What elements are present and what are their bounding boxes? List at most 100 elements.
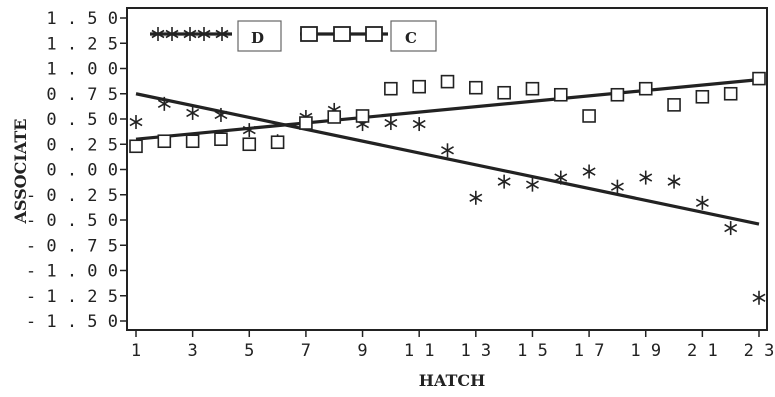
data-point-d [129, 115, 143, 130]
y-tick-label: 1 . 0 0 [46, 60, 118, 80]
trend-line-d [135, 92, 760, 226]
x-tick-label: 5 [244, 341, 254, 361]
data-point-d [214, 107, 228, 122]
x-tick-label: 1 7 [574, 341, 605, 361]
legend-label-box-d [237, 20, 282, 52]
legend-label-d: D [251, 29, 264, 47]
legend-marker-c [333, 26, 351, 42]
x-axis-title: HATCH [419, 371, 485, 390]
data-point-d [469, 190, 483, 205]
data-point-c [723, 86, 738, 101]
legend-marker-d [151, 27, 165, 41]
legend-marker-d [165, 27, 179, 41]
star-stroke [151, 29, 165, 39]
data-point-c [469, 80, 483, 95]
y-tick-label: - 1 . 5 0 [26, 312, 118, 332]
data-point-d [724, 221, 738, 236]
data-point-c [157, 134, 172, 149]
data-point-c [412, 79, 426, 94]
legend-marker-c [300, 26, 318, 42]
data-point-c [214, 132, 228, 146]
x-tick-label: 1 9 [630, 341, 661, 361]
star-stroke [724, 223, 738, 233]
data-point-d [639, 170, 653, 185]
legend-marker-d [183, 27, 197, 41]
y-axis-ticks: 1 . 5 0 1 . 2 5 1 . 0 0 0 . 7 5 0 . 5 0 0 . 2… [26, 9, 127, 332]
star-stroke [242, 125, 256, 135]
y-tick-label: - 0 . 2 5 [26, 186, 118, 206]
data-point-d [384, 116, 398, 131]
legend-marker-d [215, 27, 229, 41]
data-point-d [157, 96, 171, 111]
y-tick-label: - 1 . 2 5 [26, 287, 118, 307]
data-point-c [525, 81, 540, 96]
x-tick-label: 2 3 [744, 341, 775, 361]
data-point-c [553, 87, 568, 102]
data-point-c [185, 134, 200, 149]
data-point-c [384, 81, 398, 96]
data-point-c [129, 139, 143, 154]
x-tick-label: 1 1 [404, 341, 435, 361]
star-stroke [582, 167, 596, 176]
plot-frame [126, 7, 768, 331]
star-stroke [186, 108, 200, 118]
y-tick-label: 0 . 0 0 [46, 161, 118, 181]
star-stroke [469, 193, 483, 202]
data-point-d [695, 195, 709, 210]
legend-label-box-c [390, 20, 437, 52]
data-point-c [327, 110, 342, 124]
y-tick-label: 1 . 2 5 [46, 34, 118, 54]
data-point-d [610, 179, 624, 194]
star-stroke [183, 29, 197, 39]
star-stroke [215, 29, 229, 39]
star-stroke [129, 117, 143, 127]
star-stroke [384, 118, 398, 128]
star-stroke [752, 293, 766, 302]
star-stroke [412, 119, 426, 129]
x-tick-label: 2 1 [687, 341, 718, 361]
trend-lines [135, 78, 760, 226]
data-point-c [695, 89, 710, 104]
data-point-d [497, 174, 511, 189]
x-tick-label: 7 [301, 341, 311, 361]
trend-line-c [135, 78, 760, 141]
data-point-c [638, 81, 653, 96]
star-stroke [610, 182, 624, 191]
y-tick-label: 0 . 7 5 [46, 85, 118, 105]
data-point-c [440, 74, 455, 89]
data-point-c [752, 71, 766, 86]
data-points [129, 71, 766, 305]
star-stroke [667, 177, 681, 186]
data-point-c [270, 135, 285, 150]
legend-label-c: C [405, 29, 417, 47]
y-tick-label: - 0 . 5 0 [26, 211, 118, 231]
data-point-d [441, 143, 454, 158]
data-point-d [525, 177, 539, 192]
y-tick-label: - 1 . 0 0 [26, 262, 118, 282]
data-point-d [667, 174, 681, 189]
data-point-c [582, 109, 596, 123]
star-stroke [554, 173, 568, 182]
y-tick-label: - 0 . 7 5 [26, 236, 118, 256]
data-point-d [752, 290, 766, 305]
y-tick-label: 0 . 2 5 [46, 135, 118, 155]
star-stroke [214, 110, 228, 120]
data-point-d [554, 170, 568, 185]
star-stroke [695, 198, 709, 208]
star-stroke [639, 173, 653, 182]
x-tick-label: 1 3 [460, 341, 491, 361]
data-point-d [186, 105, 200, 120]
x-tick-label: 3 [188, 341, 198, 361]
data-point-d [412, 117, 426, 132]
data-point-c [610, 87, 625, 102]
x-tick-label: 1 [131, 341, 141, 361]
y-axis-title: ASSOCIATE [11, 119, 30, 225]
star-stroke [157, 99, 171, 109]
data-point-c [355, 109, 370, 123]
data-point-d [242, 123, 256, 138]
data-point-c [667, 98, 681, 112]
star-stroke [197, 29, 211, 39]
